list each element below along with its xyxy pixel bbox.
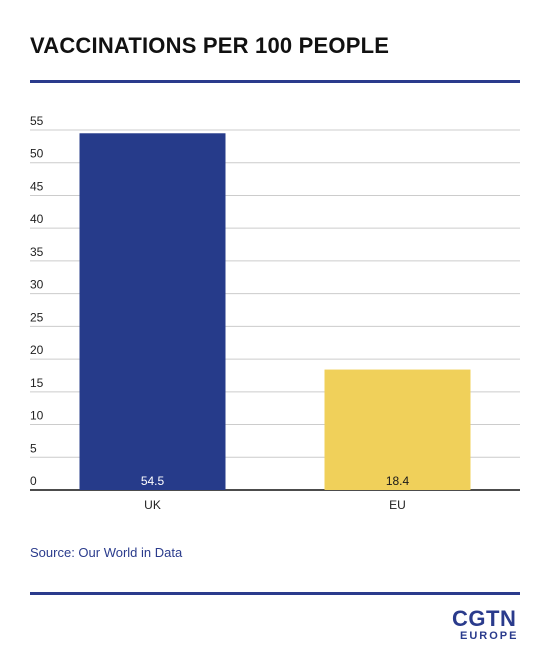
y-tick-label: 5: [30, 441, 37, 455]
chart-title: VACCINATIONS PER 100 PEOPLE: [30, 33, 390, 58]
data-label-uk: 54.5: [141, 474, 165, 488]
bar-uk: [79, 133, 226, 491]
y-axis-ticks: 0 5 10 15 20 25 30 35 40 45 50 55: [30, 114, 44, 488]
x-tick-label-eu: EU: [389, 498, 406, 512]
source-note: Source: Our World in Data: [30, 545, 183, 560]
logo-wordmark: CGTN: [452, 606, 517, 631]
bar-chart: 0 5 10 15 20 25 30 35 40 45 50 55 54.5 18.4 UK EU: [30, 114, 520, 512]
logo-subtitle: EUROPE: [460, 630, 519, 642]
y-tick-label: 0: [30, 474, 37, 488]
bottom-divider: [30, 592, 520, 595]
y-tick-label: 35: [30, 245, 44, 259]
x-tick-label-uk: UK: [144, 498, 161, 512]
x-axis-ticks: UK EU: [144, 498, 406, 512]
y-tick-label: 10: [30, 409, 44, 423]
y-tick-label: 40: [30, 212, 44, 226]
cgtn-europe-logo: CGTN EUROPE: [452, 606, 522, 643]
y-tick-label: 20: [30, 343, 44, 357]
y-tick-label: 50: [30, 147, 44, 161]
data-label-eu: 18.4: [386, 474, 410, 488]
y-tick-label: 15: [30, 376, 44, 390]
y-tick-label: 30: [30, 278, 44, 292]
y-tick-label: 25: [30, 310, 44, 324]
y-tick-label: 45: [30, 179, 44, 193]
bars: 54.5 18.4: [79, 133, 471, 491]
bar-eu: [324, 369, 471, 490]
top-divider: [30, 80, 520, 83]
y-tick-label: 55: [30, 114, 44, 128]
